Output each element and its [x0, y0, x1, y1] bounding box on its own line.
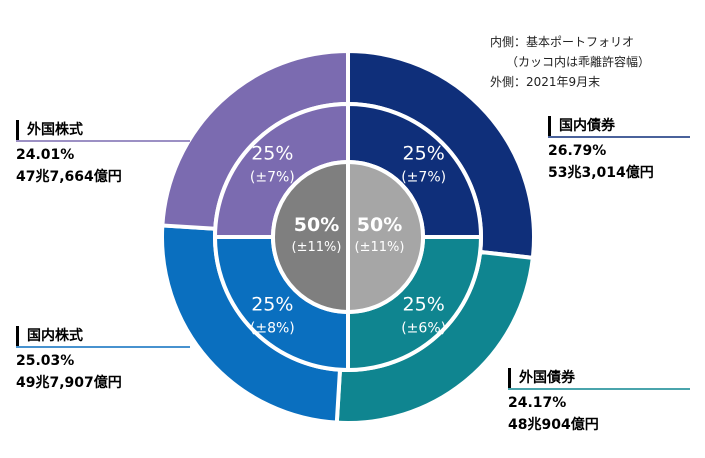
- middle-slice-range: (±7%): [250, 169, 295, 185]
- inner-slice-label: 50%: [357, 214, 402, 236]
- note-line-range: （カッコ内は乖離許容幅）: [506, 55, 651, 69]
- callout-percent: 26.79%: [548, 143, 607, 159]
- note-line-inner: 内側：基本ポートフォリオ: [490, 35, 635, 49]
- callout-percent: 24.01%: [16, 147, 75, 163]
- inner-slice-range: (±11%): [292, 240, 342, 255]
- callout-domestic-stocks: 国内株式 25.03% 49兆7,907億円: [16, 326, 122, 394]
- callout-foreign-stocks: 外国株式 24.01% 47兆7,664億円: [16, 120, 122, 188]
- callout-amount: 48兆904億円: [508, 417, 599, 433]
- middle-slice-label: 25%: [251, 294, 293, 316]
- callout-domestic-bonds: 国内債券 26.79% 53兆3,014億円: [548, 116, 654, 184]
- callout-amount: 53兆3,014億円: [548, 165, 654, 181]
- legend-note: 内側：基本ポートフォリオ （カッコ内は乖離許容幅） 外側：2021年9月末: [490, 32, 650, 92]
- inner-slice-label: 50%: [294, 214, 339, 236]
- middle-slice-range: (±6%): [401, 321, 446, 337]
- callout-amount: 47兆7,664億円: [16, 169, 122, 185]
- callout-label: 国内株式: [16, 326, 122, 346]
- middle-slice-label: 25%: [251, 142, 293, 164]
- callout-percent: 24.17%: [508, 395, 567, 411]
- middle-slice-range: (±7%): [401, 169, 446, 185]
- callout-foreign-bonds: 外国債券 24.17% 48兆904億円: [508, 368, 599, 436]
- ring-labels: 25% (±7%) 25% (±6%) 25% (±8%) 25% (±7%) 50% (±11%…: [250, 142, 446, 336]
- middle-slice-range: (±8%): [250, 321, 295, 337]
- callout-amount: 49兆7,907億円: [16, 375, 122, 391]
- callout-label: 外国債券: [508, 368, 599, 388]
- callout-label: 外国株式: [16, 120, 122, 140]
- inner-slice-0: [346, 159, 425, 315]
- inner-ring: [271, 159, 425, 315]
- note-line-outer: 外側：2021年9月末: [490, 75, 601, 89]
- inner-slice-range: (±11%): [355, 240, 405, 255]
- middle-ring: [212, 101, 484, 373]
- middle-slice-label: 25%: [403, 142, 445, 164]
- inner-slice-1: [271, 159, 350, 315]
- callout-percent: 25.03%: [16, 353, 75, 369]
- callout-label: 国内債券: [548, 116, 654, 136]
- leader-lines: [16, 136, 690, 390]
- middle-slice-label: 25%: [403, 294, 445, 316]
